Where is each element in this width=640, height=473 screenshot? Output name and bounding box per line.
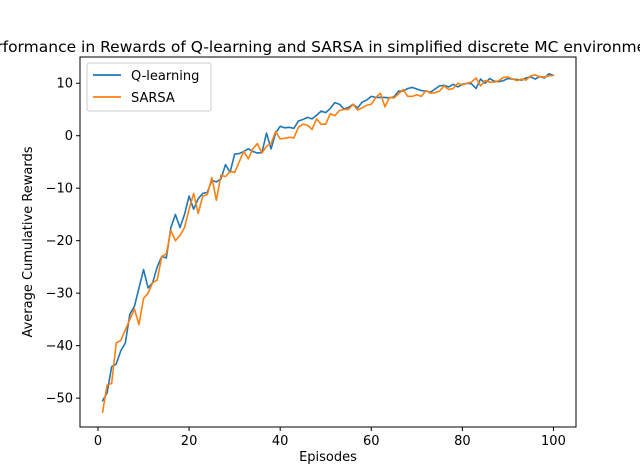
x-tick-label: 40 — [272, 434, 289, 449]
x-tick-label: 60 — [363, 434, 380, 449]
y-tick-label: −40 — [46, 339, 73, 354]
y-axis: −50 −40 −30 −20 −10 0 10 — [46, 77, 80, 407]
x-tick-label: 0 — [94, 434, 102, 449]
y-tick-label: 0 — [65, 129, 73, 144]
series-line-q-learning — [101, 72, 555, 402]
y-tick-label: −30 — [46, 287, 73, 302]
legend: Q-learning SARSA — [86, 62, 212, 112]
y-tick-label: 10 — [56, 77, 73, 92]
x-tick-label: 80 — [454, 434, 471, 449]
plot-frame — [79, 56, 577, 428]
x-axis: 0 20 40 60 80 100 — [94, 427, 566, 449]
x-axis-label: Episodes — [299, 450, 357, 465]
plot-area — [101, 72, 555, 414]
y-axis-label: Average Cumulative Rewards — [21, 146, 36, 337]
legend-label-q-learning: Q-learning — [131, 69, 199, 84]
y-tick-label: −20 — [46, 234, 73, 249]
y-tick-label: −10 — [46, 182, 73, 197]
y-tick-label: −50 — [46, 392, 73, 407]
legend-label-sarsa: SARSA — [131, 91, 175, 106]
x-tick-label: 100 — [541, 434, 566, 449]
x-tick-label: 20 — [181, 434, 198, 449]
series-line-sarsa — [101, 74, 555, 414]
chart-title: Performance in Rewards of Q-learning and… — [0, 38, 640, 56]
